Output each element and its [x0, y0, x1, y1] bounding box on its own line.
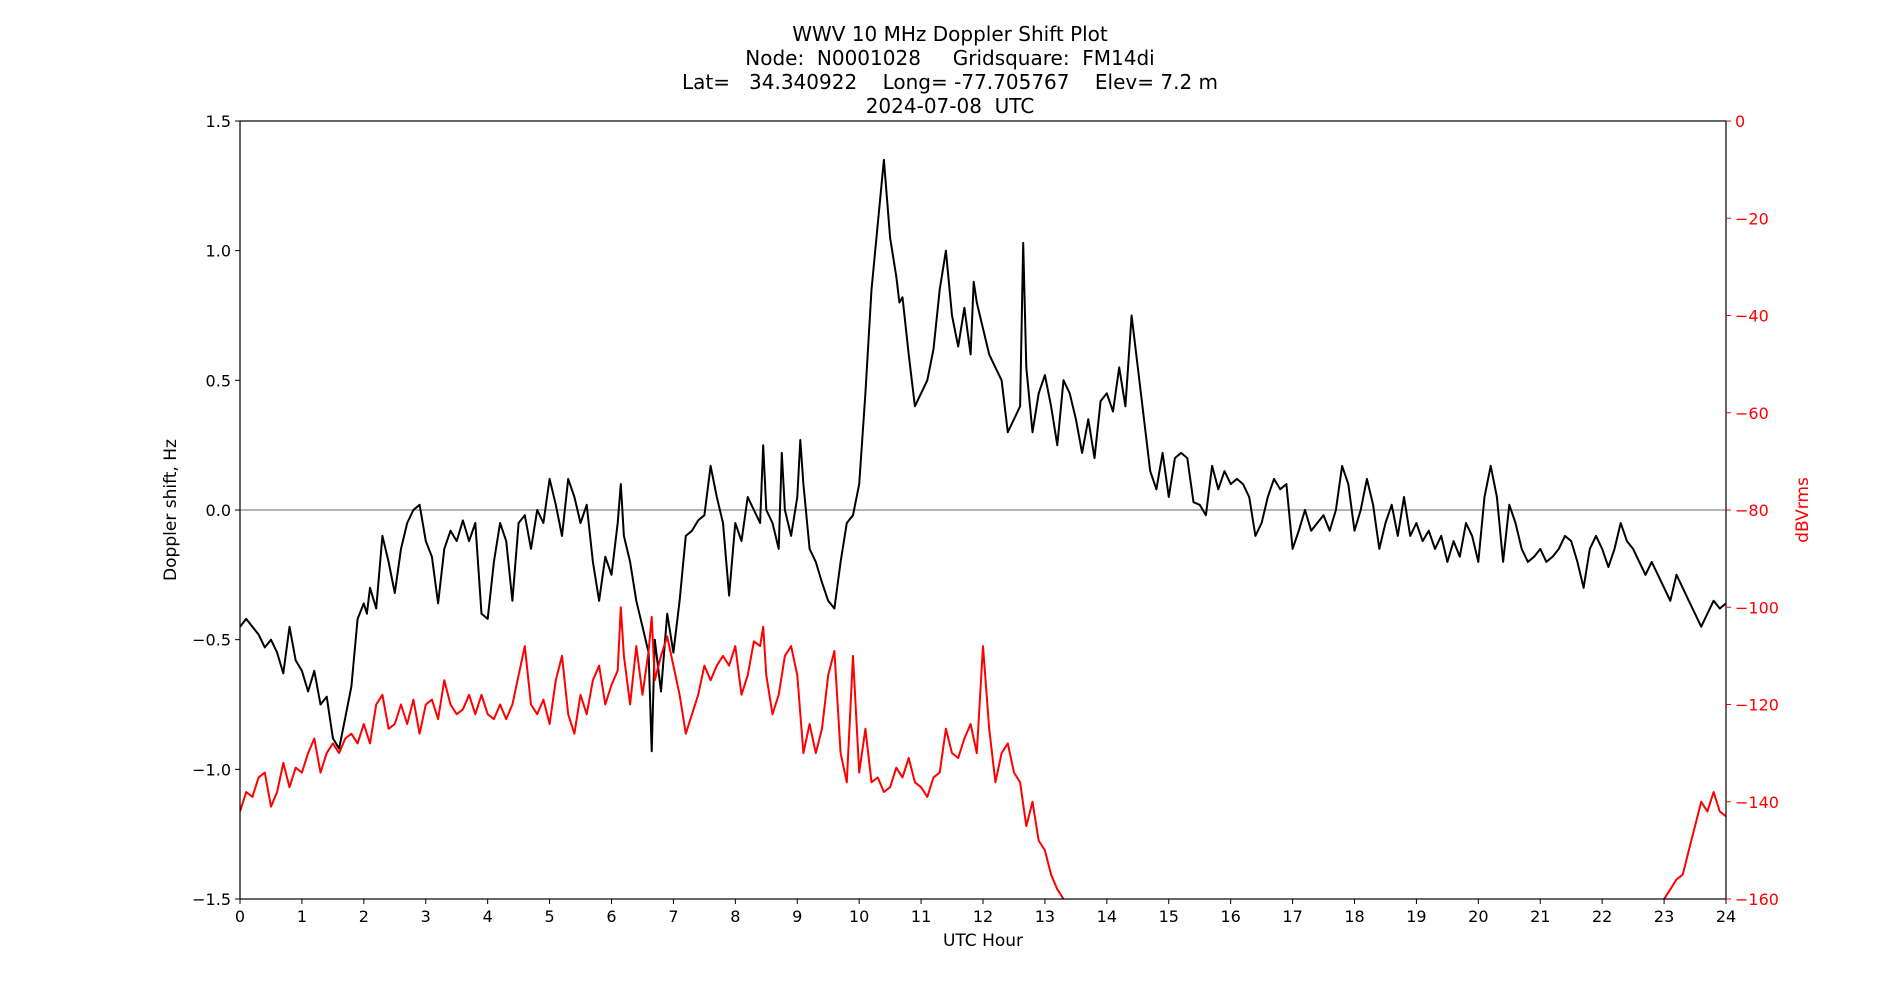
x-tick-label: 20: [1468, 907, 1488, 926]
x-tick-label: 19: [1406, 907, 1426, 926]
y-left-tick-label: 0.5: [206, 371, 231, 390]
y-right-tick-label: −120: [1735, 696, 1779, 715]
chart-title-line-1: WWV 10 MHz Doppler Shift Plot: [792, 22, 1108, 46]
y-left-tick-label: 1.0: [206, 242, 231, 261]
y-axis-label-left: Doppler shift, Hz: [161, 439, 181, 581]
x-tick-label: 4: [483, 907, 493, 926]
x-tick-label: 13: [1035, 907, 1055, 926]
y-right-tick-label: −100: [1735, 598, 1779, 617]
x-tick-label: 6: [606, 907, 616, 926]
y-right-tick-label: −60: [1735, 404, 1769, 423]
chart-title-line-4: 2024-07-08 UTC: [865, 94, 1035, 118]
x-tick-label: 5: [544, 907, 554, 926]
y-right-tick-label: 0: [1735, 112, 1745, 131]
x-tick-label: 18: [1344, 907, 1364, 926]
x-tick-label: 11: [911, 907, 931, 926]
x-tick-label: 0: [235, 907, 245, 926]
x-tick-label: 10: [849, 907, 869, 926]
x-tick-label: 2: [359, 907, 369, 926]
x-tick-label: 16: [1220, 907, 1240, 926]
x-tick-label: 1: [297, 907, 307, 926]
chart-title-line-3: Lat= 34.340922 Long= -77.705767 Elev= 7.…: [681, 70, 1219, 94]
y-left-tick-label: −1.0: [192, 760, 231, 779]
y-left-tick-label: 1.5: [206, 112, 231, 131]
signal-level-line: [240, 606, 1726, 899]
y-right-tick-label: −80: [1735, 501, 1769, 520]
chart-title-line-2: Node: N0001028 Gridsquare: FM14di: [745, 46, 1155, 70]
y-right-tick-label: −140: [1735, 793, 1779, 812]
x-tick-label: 23: [1654, 907, 1674, 926]
x-tick-label: 21: [1530, 907, 1550, 926]
y-axis-label-right: dBVrms: [1793, 477, 1813, 543]
y-right-tick-label: −160: [1735, 890, 1779, 909]
x-axis-label: UTC Hour: [943, 931, 1023, 951]
doppler-shift-line: [240, 158, 1726, 753]
y-right-tick-label: −40: [1735, 307, 1769, 326]
chart-title: WWV 10 MHz Doppler Shift Plot Node: N000…: [0, 22, 1900, 118]
y-right-tick-label: −20: [1735, 209, 1769, 228]
y-left-tick-label: −1.5: [192, 890, 231, 909]
x-tick-label: 8: [730, 907, 740, 926]
x-tick-label: 9: [792, 907, 802, 926]
x-tick-label: 12: [973, 907, 993, 926]
x-tick-label: 17: [1282, 907, 1302, 926]
y-left-tick-label: −0.5: [192, 631, 231, 650]
x-tick-label: 7: [668, 907, 678, 926]
x-tick-label: 22: [1592, 907, 1612, 926]
x-tick-label: 24: [1716, 907, 1736, 926]
y-left-tick-label: 0.0: [206, 501, 231, 520]
x-tick-label: 3: [421, 907, 431, 926]
x-tick-label: 14: [1097, 907, 1117, 926]
x-tick-label: 15: [1159, 907, 1179, 926]
